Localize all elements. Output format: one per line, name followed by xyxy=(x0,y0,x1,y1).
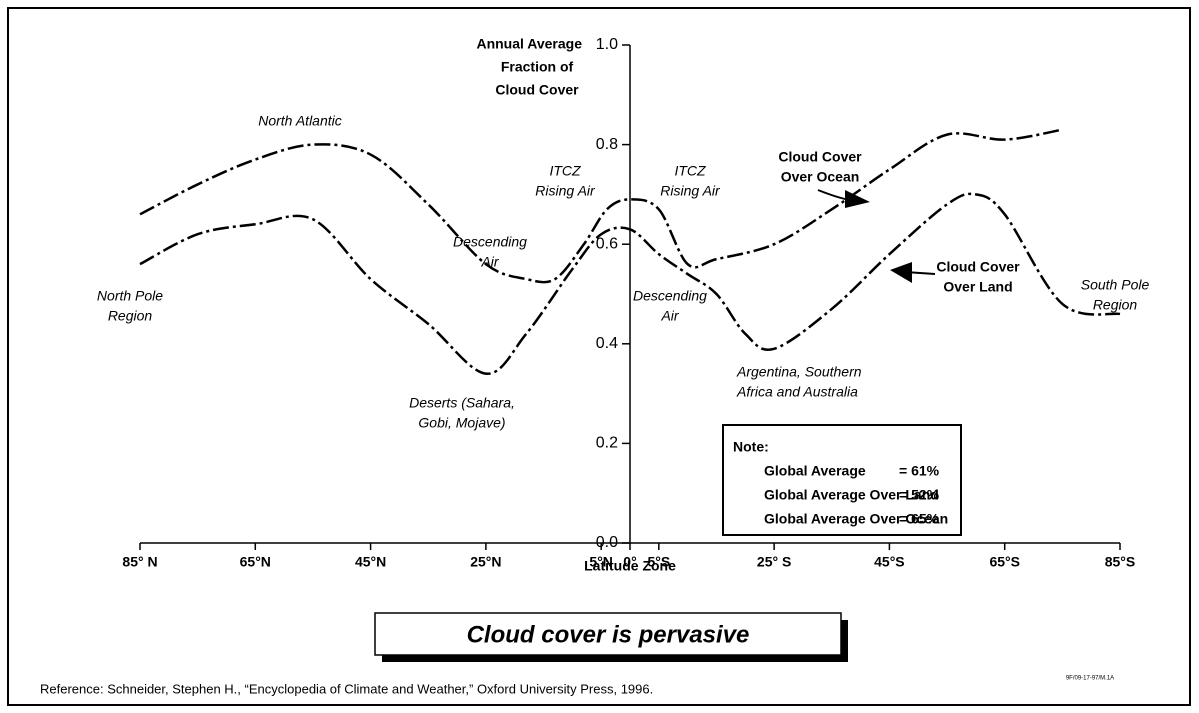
annotation: South Pole xyxy=(1081,277,1150,293)
y-tick-label: 0.4 xyxy=(596,335,618,352)
ocean-arrowhead xyxy=(845,190,870,208)
annotation: ITCZ xyxy=(549,163,581,179)
series-line xyxy=(139,192,1121,375)
note-value: = 61% xyxy=(899,463,940,479)
annotation: Over Ocean xyxy=(781,169,860,185)
x-tick-label: 45°N xyxy=(355,554,386,570)
annotation: Rising Air xyxy=(660,183,721,199)
x-tick-label: 0° xyxy=(623,554,636,570)
x-tick-label: 5°S xyxy=(647,554,670,570)
annotation: Deserts (Sahara, xyxy=(409,395,515,411)
annotation: North Atlantic xyxy=(258,113,342,129)
y-axis-label: Cloud Cover xyxy=(495,82,579,98)
x-tick-label: 65°S xyxy=(989,554,1020,570)
annotation: Rising Air xyxy=(535,183,596,199)
frame xyxy=(7,7,1191,706)
y-axis-label: Fraction of xyxy=(501,59,574,75)
y-tick-label: 0.0 xyxy=(596,534,618,551)
y-tick-label: 0.6 xyxy=(596,235,618,252)
x-tick-label: 85° N xyxy=(122,554,157,570)
code: 9F/09-17-97/M.1A xyxy=(1066,676,1114,682)
note-value: = 65% xyxy=(899,511,940,527)
annotation: Air xyxy=(480,254,499,270)
annotation: Air xyxy=(660,308,679,324)
note-title: Note: xyxy=(733,439,769,455)
x-tick-label: 25°N xyxy=(470,554,501,570)
note-label: Global Average Over Land xyxy=(764,487,939,503)
x-axis-label: Latitude Zone xyxy=(584,558,676,574)
land-arrowhead xyxy=(890,262,912,283)
annotation: Cloud Cover xyxy=(936,259,1020,275)
x-tick-label: 65°N xyxy=(240,554,271,570)
y-tick-label: 0.8 xyxy=(596,136,618,153)
y-axis-label: Annual Average xyxy=(476,36,582,52)
x-tick-label: 45°S xyxy=(874,554,905,570)
note-label: Global Average Over Ocean xyxy=(764,511,948,527)
annotation: Africa and Australia xyxy=(736,384,858,400)
series-line xyxy=(139,128,1063,284)
y-tick-label: 1.0 xyxy=(596,36,618,53)
annotation: Descending xyxy=(453,234,527,250)
annotation: Over Land xyxy=(943,279,1012,295)
x-tick-label: 25° S xyxy=(757,554,791,570)
note-box xyxy=(722,424,962,536)
note-value: = 52% xyxy=(899,487,940,503)
annotation: ITCZ xyxy=(674,163,706,179)
annotation: Cloud Cover xyxy=(778,149,862,165)
chart-title: Cloud cover is pervasive xyxy=(467,621,750,648)
annotation: Gobi, Mojave) xyxy=(418,415,505,431)
reference: Reference: Schneider, Stephen H., “Encyc… xyxy=(40,681,653,696)
annotation: Argentina, Southern xyxy=(736,364,862,380)
y-tick-label: 0.2 xyxy=(596,435,618,452)
title-box xyxy=(374,612,842,656)
annotation: Region xyxy=(108,308,153,324)
x-tick-label: 5°N xyxy=(589,554,613,570)
x-tick-label: 85°S xyxy=(1105,554,1136,570)
note-label: Global Average xyxy=(764,463,866,479)
annotation: North Pole xyxy=(97,288,163,304)
annotation: Region xyxy=(1093,297,1138,313)
annotation: Descending xyxy=(633,288,707,304)
